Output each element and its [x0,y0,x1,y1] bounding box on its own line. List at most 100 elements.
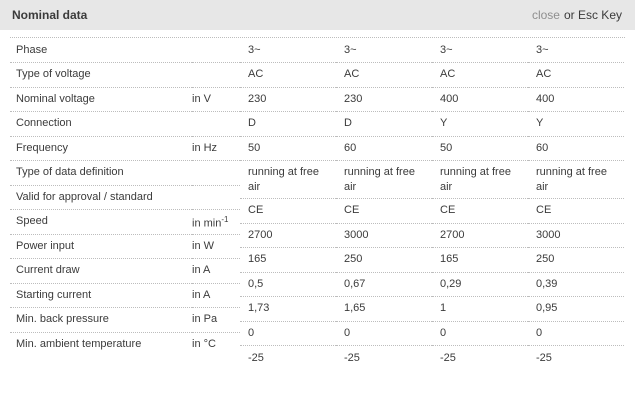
row-unit: in W [192,234,240,259]
table-row: Min. ambient temperature in °C [10,332,240,357]
value-cell: CE [240,198,336,224]
table-row: Min. back pressure in Pa [10,307,240,333]
value-cell: Y [432,111,528,137]
row-label: Type of data definition [10,160,192,186]
value-cell: Y [528,111,624,137]
table-row: 1,73 1,65 1 0,95 [240,296,624,322]
value-cell: 60 [528,136,624,161]
value-cell: running at free air [432,160,528,199]
value-cell: running at free air [336,160,432,199]
table-row: Power input in W [10,234,240,259]
row-label: Type of voltage [10,62,192,88]
row-unit-text: in W [192,239,214,252]
value-cell: 50 [432,136,528,161]
table-row: 50 60 50 60 [240,136,624,161]
value-cell: 0 [336,321,432,346]
esc-key-hint: or Esc Key [563,8,622,22]
table-row: Starting current in A [10,283,240,308]
value-cell: 1,65 [336,296,432,322]
row-unit-superscript: -1 [221,214,229,224]
table-row: Type of data definition [10,160,240,186]
row-label: Starting current [10,283,192,308]
value-cell: AC [336,62,432,88]
value-cell: 3~ [432,38,528,63]
value-cell: 3~ [528,38,624,63]
value-cell: 230 [336,87,432,112]
value-cell: 3000 [336,223,432,248]
value-cell: D [336,111,432,137]
value-cell: 400 [528,87,624,112]
row-unit-text: in A [192,288,211,301]
value-cell: 0 [240,321,336,346]
row-label: Power input [10,234,192,259]
table-row: 165 250 165 250 [240,247,624,273]
value-cell: 0,5 [240,272,336,297]
row-unit: in A [192,283,240,308]
value-cell: running at free air [528,160,624,199]
value-cell: 60 [336,136,432,161]
value-cell: CE [528,198,624,224]
row-label: Nominal voltage [10,87,192,112]
value-cell: AC [240,62,336,88]
value-cell: 0,95 [528,296,624,322]
value-cell: -25 [440,351,456,364]
row-unit: in Pa [192,307,240,333]
table-row: Nominal voltage in V [10,87,240,112]
row-label: Speed [10,209,192,235]
row-unit: in °C [192,332,240,357]
row-unit-text: in A [192,264,211,277]
row-unit [192,111,240,137]
close-link[interactable]: close [531,8,560,22]
table-row: Current draw in A [10,258,240,284]
value-cell: CE [336,198,432,224]
value-cell: AC [528,62,624,88]
row-label: Phase [10,38,192,63]
row-unit: in Hz [192,136,240,161]
parameter-values-table: 3~ 3~ 3~ 3~ AC AC AC AC 230 230 400 400 D D Y Y 50 60 50 60… [240,38,624,370]
table-row: 230 230 400 400 [240,87,624,112]
table-row: Speed in min-1 [10,209,240,235]
value-cell: 2700 [432,223,528,248]
table-row: AC AC AC AC [240,62,624,88]
value-cell: AC [432,62,528,88]
value-cell: 3000 [528,223,624,248]
row-label: Valid for approval / standard [10,185,192,210]
value-cell: 0,29 [432,272,528,297]
table-row: Type of voltage [10,62,240,88]
value-cell: -25 [344,351,360,364]
row-unit [192,185,240,210]
value-cell: 50 [240,136,336,161]
value-cell: 1 [432,296,528,322]
table-row: Connection [10,111,240,137]
row-unit-text: in min [192,217,222,230]
value-cell: 2700 [240,223,336,248]
value-cell: 250 [336,247,432,273]
value-cell: 1,73 [240,296,336,322]
row-label: Min. ambient temperature [16,338,142,350]
table-row: 2700 3000 2700 3000 [240,223,624,248]
value-cell: 230 [240,87,336,112]
value-cell: -25 [248,351,264,364]
row-unit: in A [192,258,240,284]
value-cell: 0 [432,321,528,346]
dialog-title: Nominal data [12,8,88,22]
value-cell: 400 [432,87,528,112]
value-cell: 0 [528,321,624,346]
value-cell: 165 [240,247,336,273]
row-unit: in min-1 [192,209,240,235]
row-unit-text: in Pa [192,313,218,326]
row-unit [192,62,240,88]
row-label: Current draw [10,258,192,284]
value-cell: 250 [528,247,624,273]
value-cell: 0,67 [336,272,432,297]
table-row: Phase [10,38,240,63]
table-row: Frequency in Hz [10,136,240,161]
row-unit-text: in V [192,92,211,105]
value-cell: running at free air [240,160,336,199]
value-cell: 3~ [336,38,432,63]
table-row: 3~ 3~ 3~ 3~ [240,38,624,63]
